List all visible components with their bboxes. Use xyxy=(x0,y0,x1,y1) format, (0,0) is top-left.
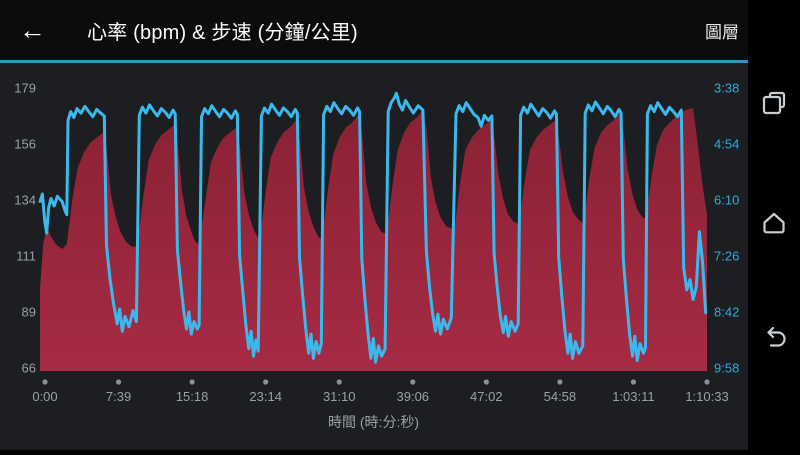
x-axis-tick-dot xyxy=(115,379,122,385)
x-axis-tick: 15:18 xyxy=(176,389,209,404)
y-axis-right-tick: 3:38 xyxy=(714,81,739,96)
android-nav-bar xyxy=(748,0,800,450)
recents-button[interactable] xyxy=(759,88,789,118)
home-button[interactable] xyxy=(759,207,789,237)
y-axis-right-tick: 9:58 xyxy=(714,361,739,376)
x-axis-tick-dot xyxy=(483,379,489,385)
y-axis-right-tick: 7:26 xyxy=(714,249,739,264)
x-axis-tick: 1:03:11 xyxy=(612,389,654,404)
x-axis-tick-dot xyxy=(630,379,637,385)
recents-icon xyxy=(762,91,786,115)
x-axis-tick: 0:00 xyxy=(32,389,57,404)
hr-area-series xyxy=(40,107,707,372)
x-axis-tick: 7:39 xyxy=(106,389,131,404)
y-axis-right-tick: 8:42 xyxy=(714,305,739,320)
y-axis-left-tick: 111 xyxy=(16,249,36,264)
y-axis-left-tick: 66 xyxy=(22,361,36,376)
x-axis-tick-dot xyxy=(189,379,195,385)
chart-panel: 179 156 134 111 89 66 3:38 4:54 6:10 7:26 8:42 9:58… xyxy=(0,63,748,450)
y-axis-left-tick: 179 xyxy=(14,81,36,96)
x-axis-tick: 47:02 xyxy=(470,389,503,404)
home-icon xyxy=(763,212,785,234)
page-title: 心率 (bpm) & 步速 (分鐘/公里) xyxy=(87,21,358,44)
x-axis-tick: 23:14 xyxy=(249,389,282,404)
x-axis-tick-dot xyxy=(336,379,342,385)
x-axis-tick: 54:58 xyxy=(544,389,577,404)
pace-line-series xyxy=(38,91,708,364)
x-axis-tick-dot xyxy=(557,379,563,385)
y-axis-right-tick: 4:54 xyxy=(714,137,739,152)
layers-button[interactable]: 圖層 xyxy=(705,22,739,42)
x-axis-tick: 1:10:33 xyxy=(685,389,728,404)
back-arrow-icon[interactable]: ← xyxy=(19,14,46,45)
y-axis-left-tick: 134 xyxy=(14,193,36,208)
app-bar: ← 心率 (bpm) & 步速 (分鐘/公里) 圖層 xyxy=(0,0,748,60)
y-axis-right-tick: 6:10 xyxy=(714,193,739,208)
x-axis-tick: 31:10 xyxy=(323,389,356,404)
x-axis-tick-dot xyxy=(704,379,710,385)
hr-pace-chart[interactable]: 179 156 134 111 89 66 3:38 4:54 6:10 7:26 8:42 9:58… xyxy=(0,63,748,450)
x-axis-tick: 39:06 xyxy=(397,389,430,404)
x-axis-tick-dot xyxy=(410,379,416,385)
x-axis-tick-dot xyxy=(263,379,269,385)
y-axis-left-tick: 89 xyxy=(22,305,36,320)
x-axis-tick-dot xyxy=(42,379,48,385)
accent-divider xyxy=(0,60,748,63)
back-button[interactable] xyxy=(759,323,789,353)
y-axis-left-tick: 156 xyxy=(14,137,36,152)
x-axis-title: 時間 (時:分:秒) xyxy=(328,414,419,430)
nav-back-icon xyxy=(767,326,786,347)
